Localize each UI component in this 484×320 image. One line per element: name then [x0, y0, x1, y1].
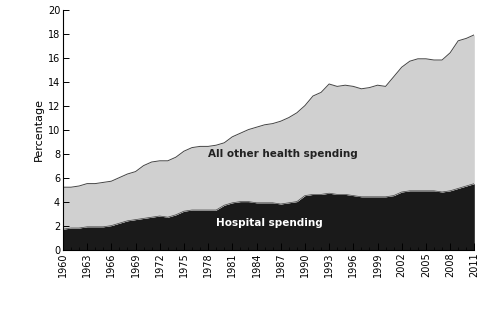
Text: Hospital spending: Hospital spending [216, 218, 323, 228]
Text: All other health spending: All other health spending [208, 148, 358, 159]
Y-axis label: Percentage: Percentage [33, 98, 44, 161]
